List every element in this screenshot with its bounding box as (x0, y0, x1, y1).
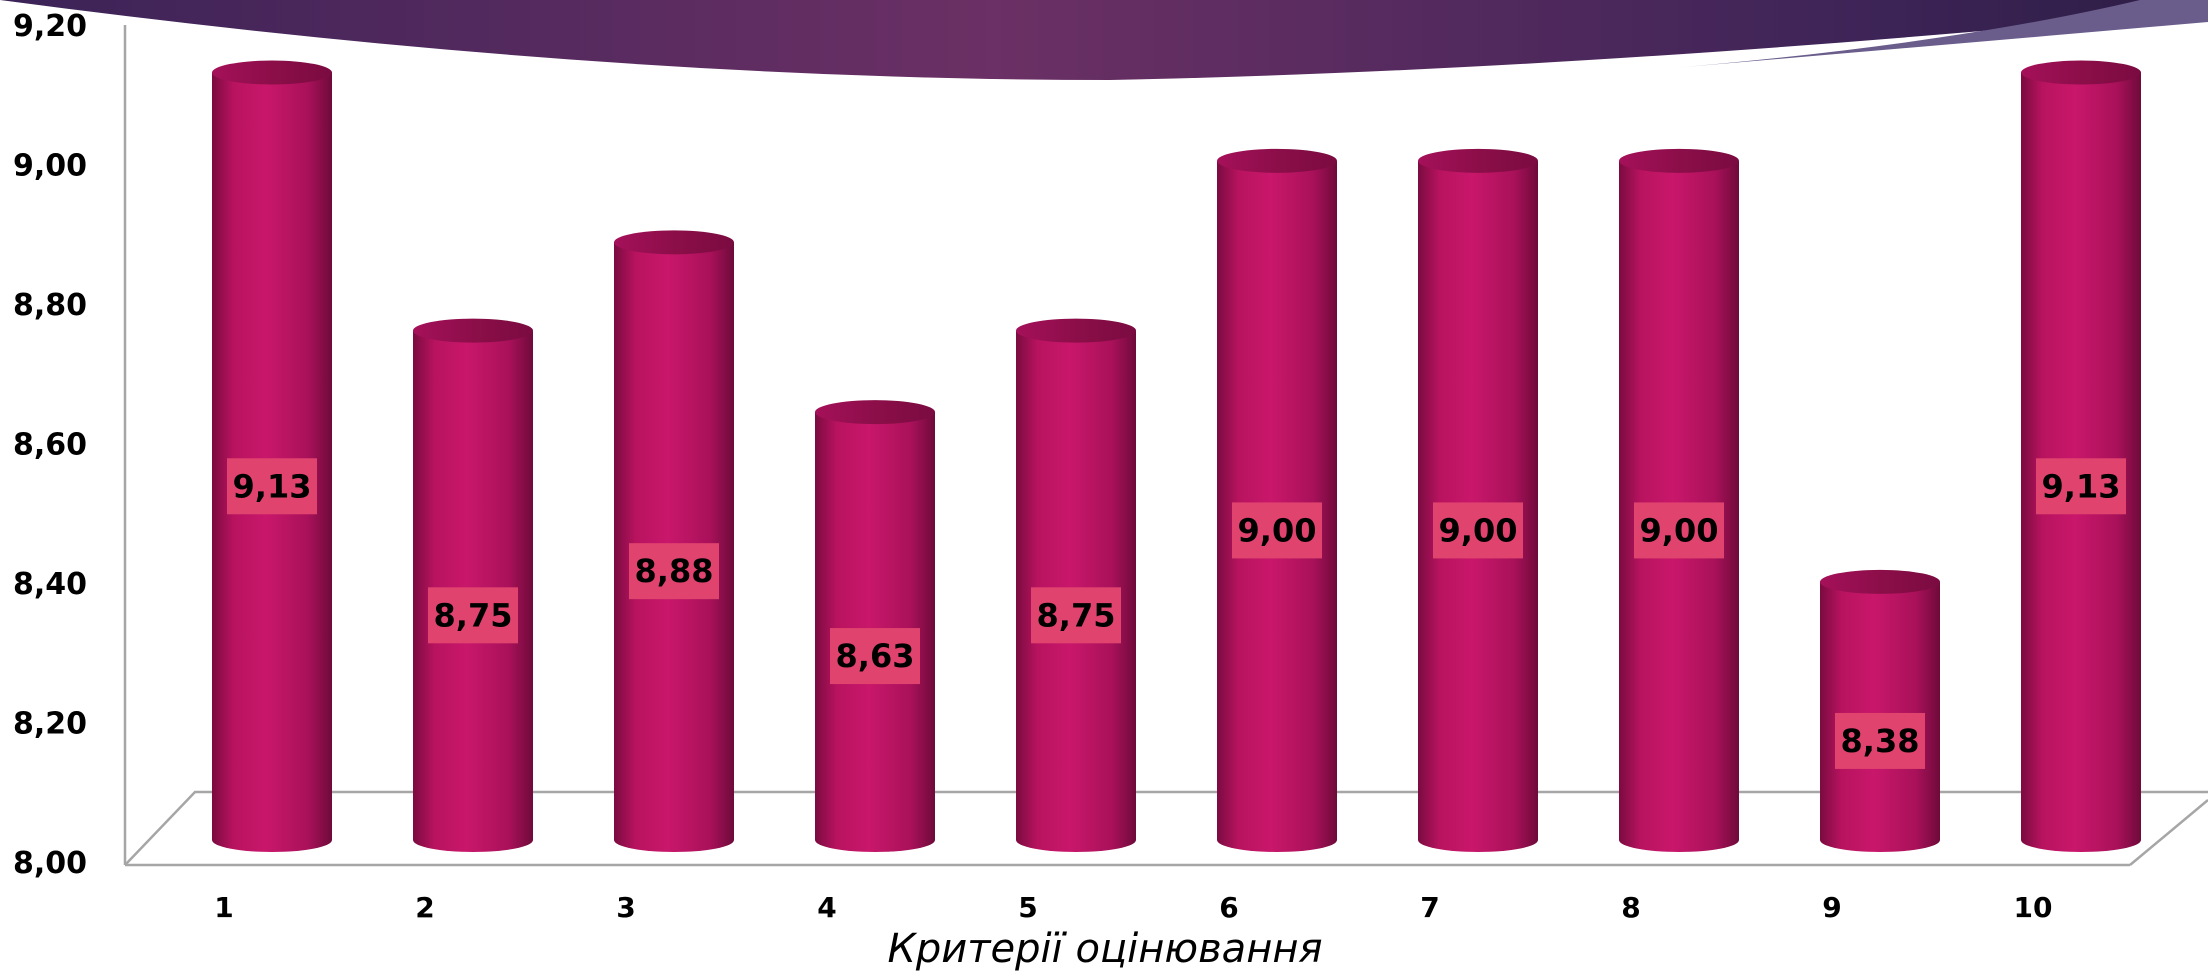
data-label-box (2036, 458, 2126, 515)
y-tick-label: 9,00 (13, 149, 87, 184)
x-tick-label: 1 (214, 891, 233, 924)
data-label-box (1232, 502, 1322, 559)
data-label: 9,13 (233, 467, 312, 505)
bar: 9,00 (1619, 148, 1739, 853)
y-tick-label: 8,00 (13, 846, 87, 881)
bar-top (2021, 60, 2141, 85)
bar-top (1619, 148, 1739, 173)
x-tick-label: 8 (1621, 891, 1640, 924)
x-tick-label: 2 (415, 891, 434, 924)
y-tick-label: 8,60 (13, 428, 87, 463)
x-tick-label: 7 (1420, 891, 1439, 924)
x-tick-label: 4 (817, 891, 836, 924)
data-label: 8,88 (635, 552, 714, 590)
bar: 8,75 (413, 318, 533, 852)
bars: 9,13 8,75 8,88 8,63 8,75 9,00 9,00 9,00 8,38 9,13 (212, 60, 2141, 853)
bar: 8,38 (1820, 569, 1940, 852)
bar-top (1418, 148, 1538, 173)
x-tick-label: 5 (1018, 891, 1037, 924)
data-label: 9,00 (1238, 511, 1317, 549)
bar: 9,13 (212, 60, 332, 852)
data-label: 9,13 (2042, 467, 2121, 505)
data-label-box (1433, 502, 1523, 559)
y-tick-label: 8,80 (13, 288, 87, 323)
data-label-box (629, 543, 719, 600)
bar: 9,00 (1418, 148, 1538, 853)
data-label: 8,75 (434, 596, 513, 634)
header-banner (0, 0, 2208, 80)
bar: 8,88 (614, 230, 734, 853)
data-label: 8,75 (1037, 596, 1116, 634)
bar-top (413, 318, 533, 343)
bar: 8,75 (1016, 318, 1136, 852)
x-tick-labels: 1 2 3 4 5 6 7 8 9 10 (214, 891, 2052, 924)
bar-top (1820, 569, 1940, 594)
data-label-box (1634, 502, 1724, 559)
bar-top (614, 230, 734, 255)
bar: 9,00 (1217, 148, 1337, 853)
data-label: 8,63 (836, 637, 915, 675)
y-tick-labels: 8,00 8,20 8,40 8,60 8,80 9,00 9,20 (13, 9, 87, 881)
bar: 8,63 (815, 400, 935, 852)
bar: 9,13 (2021, 60, 2141, 852)
bar-top (212, 60, 332, 85)
data-label-box (1835, 712, 1925, 769)
y-tick-label: 8,20 (13, 707, 87, 742)
data-label: 9,00 (1439, 511, 1518, 549)
y-tick-label: 9,20 (13, 9, 87, 44)
data-label-box (830, 628, 920, 685)
y-tick-label: 8,40 (13, 567, 87, 602)
data-label: 8,38 (1841, 722, 1920, 760)
data-label-box (1031, 587, 1121, 644)
x-tick-label: 6 (1219, 891, 1238, 924)
data-label-box (227, 458, 317, 515)
x-tick-label: 9 (1822, 891, 1841, 924)
x-tick-label: 10 (2014, 891, 2053, 924)
header-banner-accent (1650, 0, 2208, 70)
data-label-box (428, 587, 518, 644)
bar-top (1217, 148, 1337, 173)
x-axis-title: Критерії оцінювання (887, 926, 1322, 972)
x-tick-label: 3 (616, 891, 635, 924)
bar-top (1016, 318, 1136, 343)
floor-right-edge (2129, 799, 2208, 866)
data-label: 9,00 (1640, 511, 1719, 549)
bar-top (815, 400, 935, 425)
